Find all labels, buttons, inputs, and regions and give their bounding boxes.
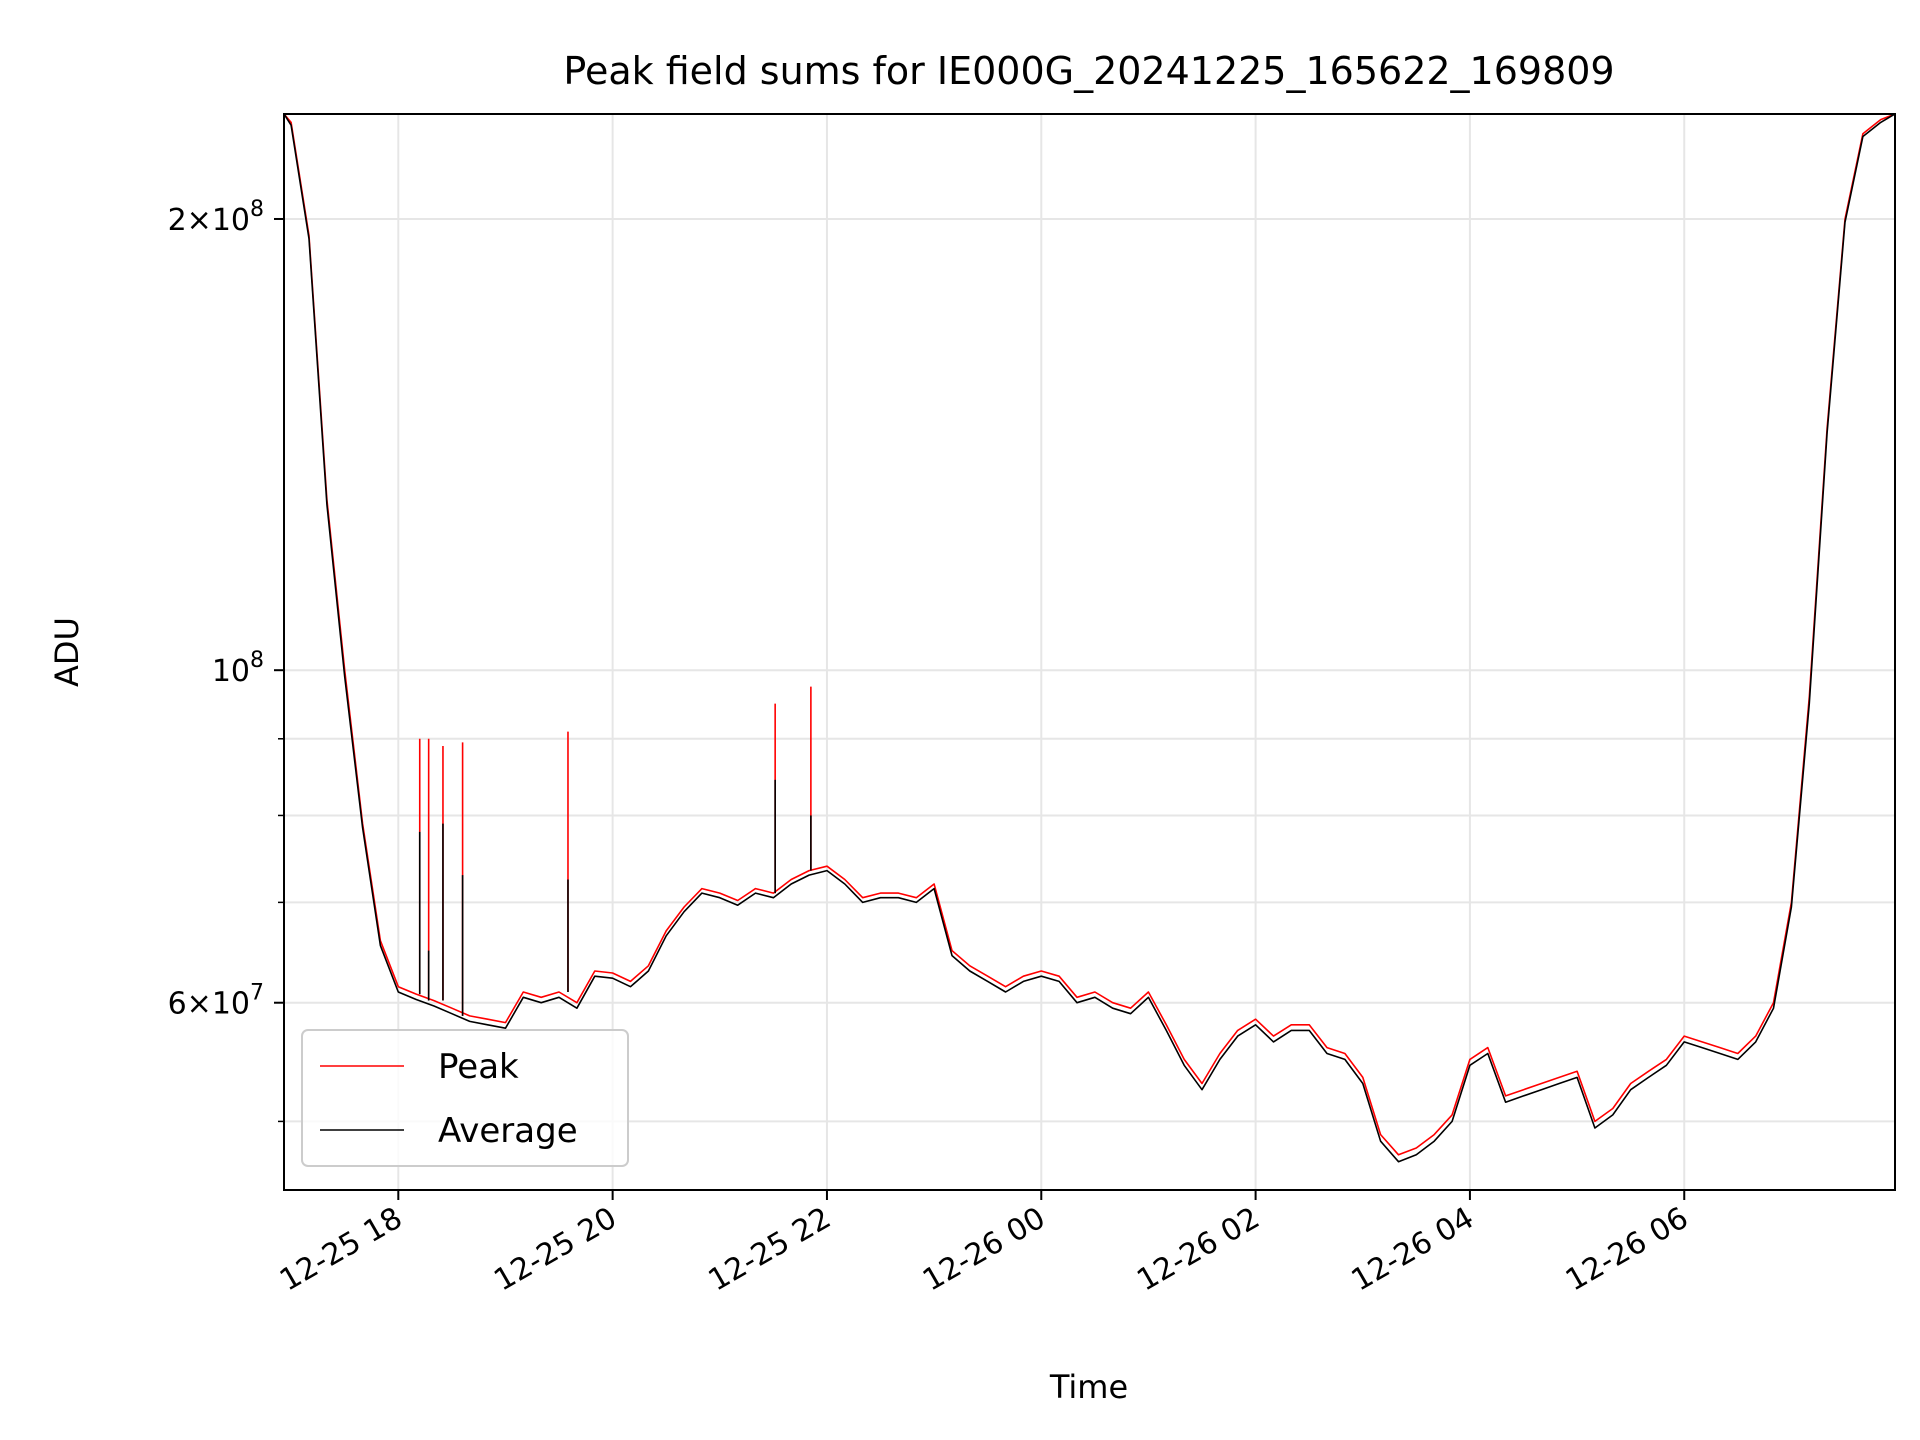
series-line-peak xyxy=(284,114,1895,1156)
x-axis-label: Time xyxy=(1049,1368,1128,1406)
y-axis-label: ADU xyxy=(48,617,86,687)
chart-title: Peak field sums for IE000G_20241225_1656… xyxy=(563,49,1614,93)
y-tick-label: 6×107 xyxy=(168,981,264,1022)
y-tick-label: 108 xyxy=(212,648,264,689)
legend-box xyxy=(301,1029,629,1167)
y-tick-label: 2×108 xyxy=(168,197,264,238)
series-layer xyxy=(284,114,1895,1163)
legend-label-peak: Peak xyxy=(438,1047,519,1087)
y-axis: 2×108 108 6×107 xyxy=(168,197,284,1123)
legend: Peak Average xyxy=(301,1029,629,1167)
legend-label-average: Average xyxy=(438,1111,578,1151)
series-line-average xyxy=(284,114,1895,1163)
plot-frame xyxy=(283,113,1896,1191)
